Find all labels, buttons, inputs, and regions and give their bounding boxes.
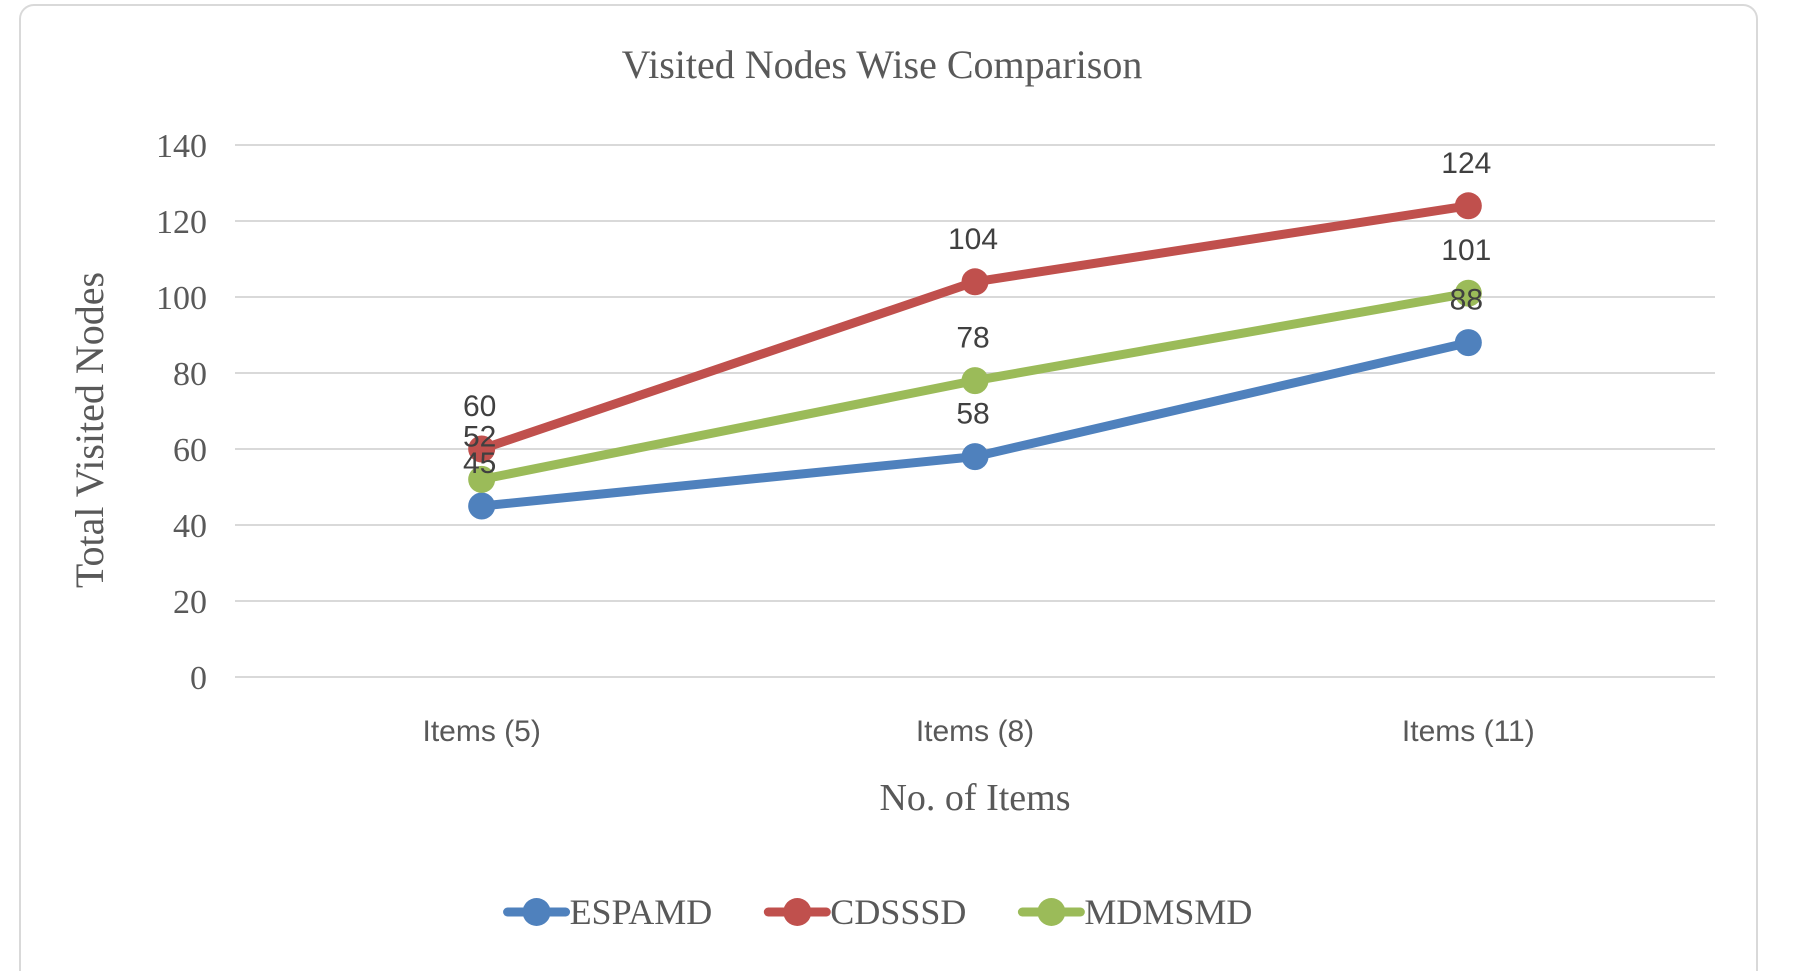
data-point-CDSSSD-Items (8) (961, 268, 989, 296)
data-point-ESPAMD-Items (11) (1454, 329, 1482, 357)
legend-item-MDMSMD: MDMSMD (1017, 892, 1252, 932)
data-label-CDSSSD-Items (5): 60 (463, 390, 496, 423)
legend: ESPAMD CDSSSD MDMSMD (503, 892, 1252, 932)
data-point-MDMSMD-Items (5) (468, 465, 496, 493)
chart-frame-border (19, 4, 1758, 971)
y-tick-label-40: 40 (173, 508, 207, 545)
legend-item-ESPAMD: ESPAMD (503, 892, 713, 932)
x-category-label: Items (11) (1402, 715, 1535, 748)
data-point-CDSSSD-Items (11) (1454, 192, 1482, 220)
y-tick-label-60: 60 (173, 432, 207, 469)
legend-label-MDMSMD: MDMSMD (1084, 892, 1252, 932)
x-axis-category-labels: Items (5) Items (8) Items (11) (422, 715, 1534, 748)
data-label-ESPAMD-Items (8): 58 (956, 398, 989, 431)
data-label-layer: 45 58 88 60 104 124 52 78 101 (463, 147, 1491, 480)
data-label-CDSSSD-Items (8): 104 (948, 223, 998, 256)
data-label-MDMSMD-Items (8): 78 (956, 322, 989, 355)
y-tick-label-20: 20 (173, 584, 207, 621)
data-label-CDSSSD-Items (11): 124 (1441, 147, 1491, 180)
data-point-ESPAMD-Items (8) (961, 443, 989, 471)
y-tick-label-80: 80 (173, 356, 207, 393)
chart-title: Visited Nodes Wise Comparison (622, 42, 1143, 87)
y-tick-label-100: 100 (156, 280, 207, 317)
x-category-label: Items (5) (422, 715, 540, 748)
data-point-MDMSMD-Items (8) (961, 367, 989, 395)
legend-item-CDSSSD: CDSSSD (763, 892, 966, 932)
y-tick-label-140: 140 (156, 128, 207, 165)
legend-label-CDSSSD: CDSSSD (830, 892, 966, 932)
y-axis-tick-labels: 0 20 40 60 80 100 120 140 (156, 128, 207, 697)
y-tick-label-120: 120 (156, 204, 207, 241)
data-label-ESPAMD-Items (5): 45 (463, 447, 496, 480)
legend-marker-dot-CDSSSD (783, 898, 812, 926)
data-label-MDMSMD-Items (11): 101 (1441, 234, 1491, 267)
y-axis-title: Total Visited Nodes (67, 272, 112, 588)
series-layer (468, 192, 1482, 520)
legend-marker-dot-ESPAMD (522, 898, 551, 926)
x-category-label: Items (8) (916, 715, 1034, 748)
data-point-MDMSMD-Items (11) (1454, 279, 1482, 307)
data-label-ESPAMD-Items (11): 88 (1450, 284, 1483, 317)
y-tick-label-0: 0 (190, 660, 207, 697)
legend-label-ESPAMD: ESPAMD (570, 892, 713, 932)
x-axis-title: No. of Items (879, 777, 1070, 819)
data-point-ESPAMD-Items (5) (468, 492, 496, 520)
data-label-MDMSMD-Items (5): 52 (463, 420, 496, 453)
data-point-CDSSSD-Items (5) (468, 435, 496, 463)
legend-marker-dot-MDMSMD (1037, 898, 1066, 926)
